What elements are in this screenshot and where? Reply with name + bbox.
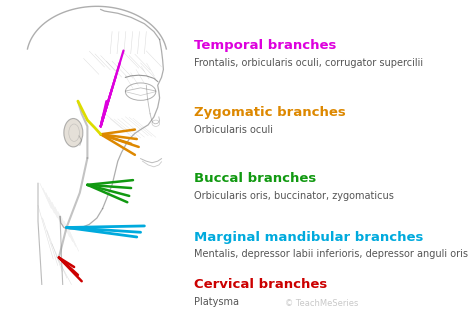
Text: Temporal branches: Temporal branches xyxy=(194,39,336,52)
Text: Buccal branches: Buccal branches xyxy=(194,172,316,185)
Text: © TeachMeSeries: © TeachMeSeries xyxy=(285,299,358,308)
Text: Marginal mandibular branches: Marginal mandibular branches xyxy=(194,230,423,244)
Text: Frontalis, orbicularis oculi, corrugator supercilii: Frontalis, orbicularis oculi, corrugator… xyxy=(194,58,423,68)
Text: Mentalis, depressor labii inferioris, depressor anguli oris: Mentalis, depressor labii inferioris, de… xyxy=(194,249,468,259)
Text: Cervical branches: Cervical branches xyxy=(194,278,327,291)
Ellipse shape xyxy=(64,118,83,147)
Text: Orbicularis oris, buccinator, zygomaticus: Orbicularis oris, buccinator, zygomaticu… xyxy=(194,191,394,201)
Text: Zygomatic branches: Zygomatic branches xyxy=(194,106,346,119)
Text: Orbicularis oculi: Orbicularis oculi xyxy=(194,125,273,135)
Text: Platysma: Platysma xyxy=(194,297,239,307)
